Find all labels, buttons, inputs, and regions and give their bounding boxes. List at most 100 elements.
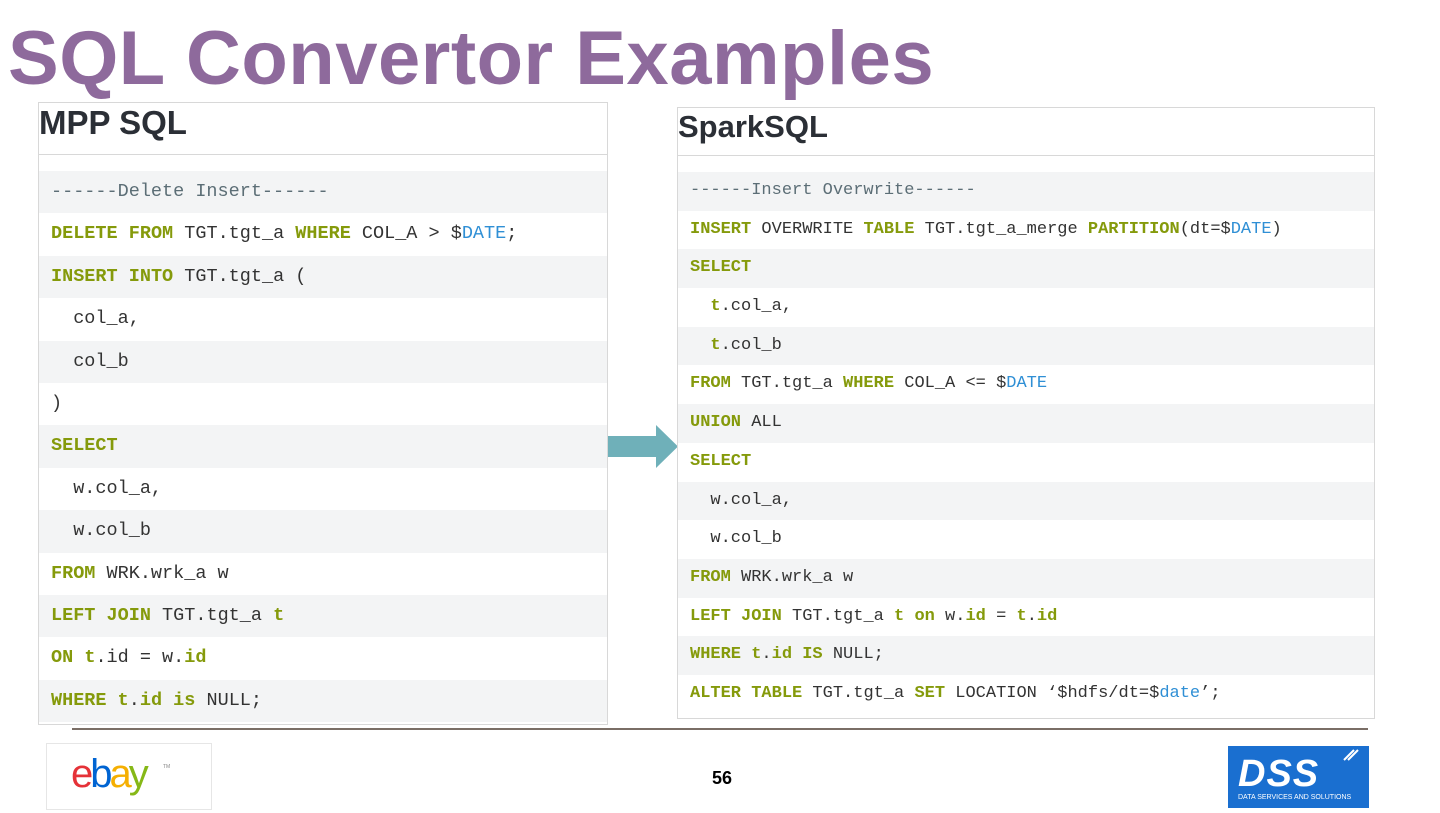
svg-text:ebay: ebay bbox=[71, 754, 149, 796]
sql-keyword: JOIN bbox=[741, 606, 782, 626]
ebay-logo: ebay TM bbox=[46, 743, 212, 810]
code-line: UNION ALL bbox=[678, 404, 1374, 443]
sql-text: TGT.tgt_a_merge bbox=[914, 219, 1088, 239]
sql-keyword: t bbox=[117, 689, 129, 711]
code-line: FROM WRK.wrk_a w bbox=[678, 558, 1374, 598]
sql-keyword: TABLE bbox=[751, 683, 803, 703]
code-line: t.col_a, bbox=[678, 288, 1374, 327]
sql-keyword: t bbox=[84, 647, 96, 669]
sql-keyword: FROM bbox=[690, 567, 731, 587]
sql-text: TGT.tgt_a ( bbox=[173, 265, 307, 287]
code-line: t.col_b bbox=[678, 326, 1374, 366]
sql-text: .id = w. bbox=[95, 647, 185, 669]
code-line: DELETE FROM TGT.tgt_a WHERE COL_A > $DAT… bbox=[39, 213, 607, 255]
sql-keyword: FROM bbox=[690, 374, 731, 394]
sql-text: COL_A <= $ bbox=[894, 374, 1007, 394]
sql-keyword: t bbox=[1016, 606, 1027, 626]
code-line: LEFT JOIN TGT.tgt_a t on w.id = t.id bbox=[678, 598, 1374, 637]
sql-text: w.col_a, bbox=[51, 477, 163, 499]
code-line: WHERE t.id IS NULL; bbox=[678, 636, 1374, 675]
sql-keyword: t bbox=[710, 297, 721, 317]
sql-text: TGT.tgt_a bbox=[781, 606, 895, 626]
code-line: FROM TGT.tgt_a WHERE COL_A <= $DATE bbox=[678, 365, 1374, 404]
mpp-sql-panel: MPP SQL ------Delete Insert------ DELETE … bbox=[38, 102, 608, 725]
sql-text: TGT.tgt_a bbox=[802, 683, 915, 703]
sql-keyword: SELECT bbox=[51, 435, 118, 457]
sql-comment: ------Delete Insert------ bbox=[51, 181, 329, 202]
sql-text bbox=[73, 647, 84, 668]
sql-text: . bbox=[1026, 606, 1037, 626]
code-line: ) bbox=[39, 383, 607, 425]
sql-keyword: DELETE bbox=[51, 223, 118, 245]
sql-keyword: id bbox=[139, 689, 163, 711]
sql-variable: DATE bbox=[1006, 374, 1048, 394]
sql-text: OVERWRITE bbox=[751, 219, 864, 239]
svg-text:DSS: DSS bbox=[1238, 753, 1319, 795]
sql-text bbox=[741, 645, 751, 664]
code-line: INSERT INTO TGT.tgt_a ( bbox=[39, 255, 607, 299]
sql-keyword: TABLE bbox=[863, 219, 915, 239]
right-arrow-icon bbox=[608, 425, 678, 468]
sql-keyword: id bbox=[1036, 606, 1058, 626]
sql-keyword: id bbox=[184, 647, 207, 669]
svg-text:TM: TM bbox=[163, 764, 170, 770]
sql-text bbox=[162, 690, 173, 711]
code-line: col_a, bbox=[39, 298, 607, 340]
page-number: 56 bbox=[712, 768, 733, 788]
sql-keyword: INSERT bbox=[690, 219, 752, 239]
sql-keyword: t bbox=[710, 335, 721, 355]
sql-text bbox=[118, 266, 129, 287]
footer-divider bbox=[72, 728, 1368, 730]
sql-keyword: t bbox=[273, 604, 285, 626]
code-line: LEFT JOIN TGT.tgt_a t bbox=[39, 594, 607, 638]
sql-text: . bbox=[128, 689, 140, 711]
sql-text: ’; bbox=[1200, 683, 1221, 703]
sql-variable: DATE bbox=[1230, 219, 1272, 239]
code-line: SELECT bbox=[39, 425, 607, 468]
sql-keyword: is bbox=[173, 689, 196, 711]
code-line: SELECT bbox=[678, 249, 1374, 289]
code-line: FROM WRK.wrk_a w bbox=[39, 553, 607, 595]
sql-text: . bbox=[761, 645, 772, 665]
sql-keyword: INTO bbox=[128, 265, 174, 287]
code-line: SELECT bbox=[678, 443, 1374, 482]
sql-text: ; bbox=[506, 223, 518, 245]
sql-keyword: SET bbox=[914, 683, 946, 703]
sql-text: w.col_b bbox=[51, 520, 151, 542]
sparksql-panel: SparkSQL ------Insert Overwrite------ INS… bbox=[677, 107, 1375, 719]
sql-text bbox=[107, 690, 118, 711]
sql-keyword: WHERE bbox=[51, 689, 107, 711]
sql-keyword: SELECT bbox=[690, 258, 752, 278]
sql-text bbox=[731, 607, 741, 626]
sql-keyword: id bbox=[771, 645, 793, 665]
sql-keyword: id bbox=[965, 606, 986, 626]
svg-text:DATA SERVICES AND SOLUTIONS: DATA SERVICES AND SOLUTIONS bbox=[1238, 794, 1352, 801]
sql-text: TGT.tgt_a bbox=[173, 223, 296, 245]
sql-text: (dt=$ bbox=[1179, 219, 1231, 239]
sql-text bbox=[741, 684, 751, 703]
sql-text: col_a, bbox=[51, 308, 140, 330]
sql-text: ) bbox=[1271, 219, 1282, 239]
sql-text: WRK.wrk_a w bbox=[730, 567, 854, 587]
sql-text bbox=[95, 605, 106, 626]
sql-text bbox=[690, 336, 710, 355]
sparksql-code: ------Insert Overwrite------ INSERT OVERW… bbox=[678, 156, 1374, 714]
code-line: ALTER TABLE TGT.tgt_a SET LOCATION ‘$hdf… bbox=[678, 675, 1374, 714]
sql-keyword: LEFT bbox=[51, 604, 96, 626]
sql-text: col_b bbox=[51, 350, 129, 372]
code-line: WHERE t.id is NULL; bbox=[39, 679, 607, 723]
sql-text: .col_a, bbox=[720, 297, 793, 317]
sql-variable: date bbox=[1159, 683, 1201, 703]
dss-logo: DSS DATA SERVICES AND SOLUTIONS bbox=[1228, 746, 1369, 808]
code-line: col_b bbox=[39, 340, 607, 383]
code-line: w.col_b bbox=[678, 520, 1374, 559]
sql-text: ALL bbox=[741, 413, 782, 433]
sql-keyword: t bbox=[894, 606, 905, 626]
code-line: ON t.id = w.id bbox=[39, 637, 607, 679]
sql-text: w. bbox=[934, 606, 966, 626]
sql-text: COL_A > $ bbox=[350, 223, 462, 245]
sql-keyword: WHERE bbox=[295, 223, 351, 245]
sql-keyword: INSERT bbox=[51, 265, 118, 287]
sql-keyword: ALTER bbox=[690, 683, 742, 703]
sql-text: LOCATION ‘$hdfs/dt=$ bbox=[945, 683, 1160, 703]
